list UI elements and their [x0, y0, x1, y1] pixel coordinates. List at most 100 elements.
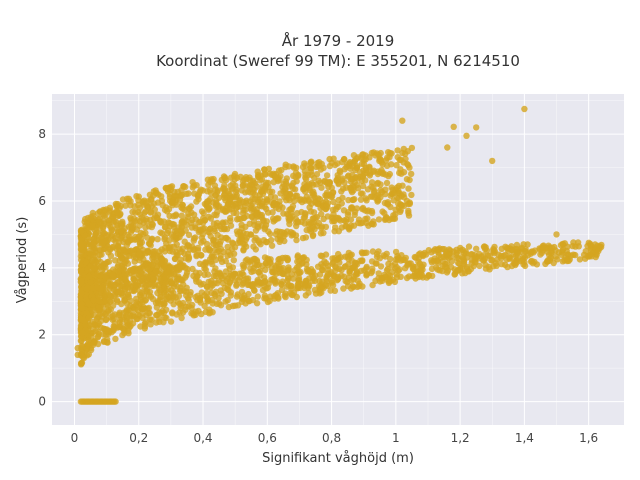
data-point — [521, 258, 528, 266]
data-point — [135, 234, 142, 241]
data-point — [244, 296, 251, 303]
data-point — [400, 169, 408, 176]
data-point — [206, 306, 213, 313]
data-point — [349, 283, 356, 290]
data-point — [204, 228, 211, 235]
data-point — [341, 273, 348, 280]
data-point — [162, 287, 169, 294]
data-point — [371, 194, 378, 201]
data-point — [174, 251, 181, 259]
data-point — [406, 200, 413, 208]
data-point — [152, 187, 159, 194]
data-point — [164, 229, 171, 237]
data-point — [465, 243, 473, 250]
data-point — [430, 258, 438, 265]
data-point — [340, 285, 347, 292]
data-point — [353, 205, 361, 212]
data-point — [151, 215, 158, 222]
data-point — [482, 265, 490, 272]
data-point — [344, 282, 352, 290]
data-point — [199, 231, 206, 238]
data-point — [169, 310, 176, 317]
data-point — [301, 284, 308, 292]
data-point — [257, 177, 264, 184]
data-point — [124, 318, 131, 325]
data-point — [228, 274, 236, 282]
data-point — [518, 244, 525, 251]
data-point — [333, 176, 340, 184]
data-point — [97, 285, 104, 292]
data-point — [148, 237, 155, 245]
data-point — [453, 249, 460, 257]
data-point — [137, 211, 144, 218]
data-point — [377, 187, 384, 194]
data-point — [210, 273, 218, 280]
data-point — [109, 271, 116, 278]
data-point — [108, 296, 115, 304]
data-point — [253, 300, 261, 307]
data-point — [144, 248, 151, 256]
data-point — [218, 225, 225, 233]
chart-title: År 1979 - 2019 — [282, 31, 395, 50]
data-point — [405, 185, 412, 192]
data-point — [237, 173, 244, 180]
data-point — [190, 211, 198, 218]
data-point — [204, 298, 211, 305]
data-point — [129, 208, 136, 216]
data-point — [230, 250, 238, 257]
data-point — [299, 254, 306, 262]
data-point — [168, 280, 176, 287]
data-point — [350, 152, 358, 159]
data-point — [343, 184, 350, 191]
data-point — [94, 256, 102, 263]
data-point — [285, 211, 292, 219]
data-point — [289, 230, 297, 237]
data-point — [352, 271, 360, 278]
data-point — [89, 307, 96, 314]
x-tick-label: 1,4 — [515, 431, 534, 445]
data-point — [161, 224, 169, 231]
data-point — [233, 192, 240, 199]
data-point — [227, 222, 235, 229]
data-point — [94, 270, 101, 278]
data-point — [355, 219, 362, 227]
data-point — [228, 245, 236, 253]
data-point — [330, 198, 337, 206]
data-point — [255, 239, 263, 246]
data-point — [385, 260, 392, 268]
data-point — [387, 255, 394, 263]
data-point — [257, 172, 264, 179]
data-point — [349, 196, 356, 204]
x-tick-label: 1 — [392, 431, 400, 445]
data-point — [208, 289, 215, 297]
data-point — [136, 257, 143, 264]
data-point — [102, 211, 109, 219]
y-tick-label: 2 — [38, 328, 46, 342]
data-point — [121, 286, 128, 293]
data-point — [225, 303, 233, 311]
data-point — [264, 179, 272, 187]
y-tick-label: 0 — [38, 395, 46, 409]
data-point — [368, 209, 376, 217]
data-point — [326, 162, 334, 170]
data-point — [317, 230, 325, 237]
data-point — [501, 261, 509, 269]
data-point — [152, 267, 160, 275]
data-point — [506, 253, 513, 261]
data-point — [204, 271, 212, 278]
data-point — [133, 299, 140, 306]
data-point — [166, 220, 173, 227]
data-point — [281, 185, 289, 192]
data-point — [428, 265, 436, 273]
data-point — [294, 258, 301, 265]
data-point — [170, 212, 177, 220]
data-point — [391, 278, 399, 286]
data-point — [128, 312, 136, 320]
data-point — [307, 164, 314, 172]
data-point — [359, 190, 366, 197]
data-point — [157, 275, 165, 283]
data-point — [288, 271, 295, 278]
data-point — [109, 244, 117, 251]
data-point — [557, 242, 565, 249]
data-point — [97, 264, 104, 271]
